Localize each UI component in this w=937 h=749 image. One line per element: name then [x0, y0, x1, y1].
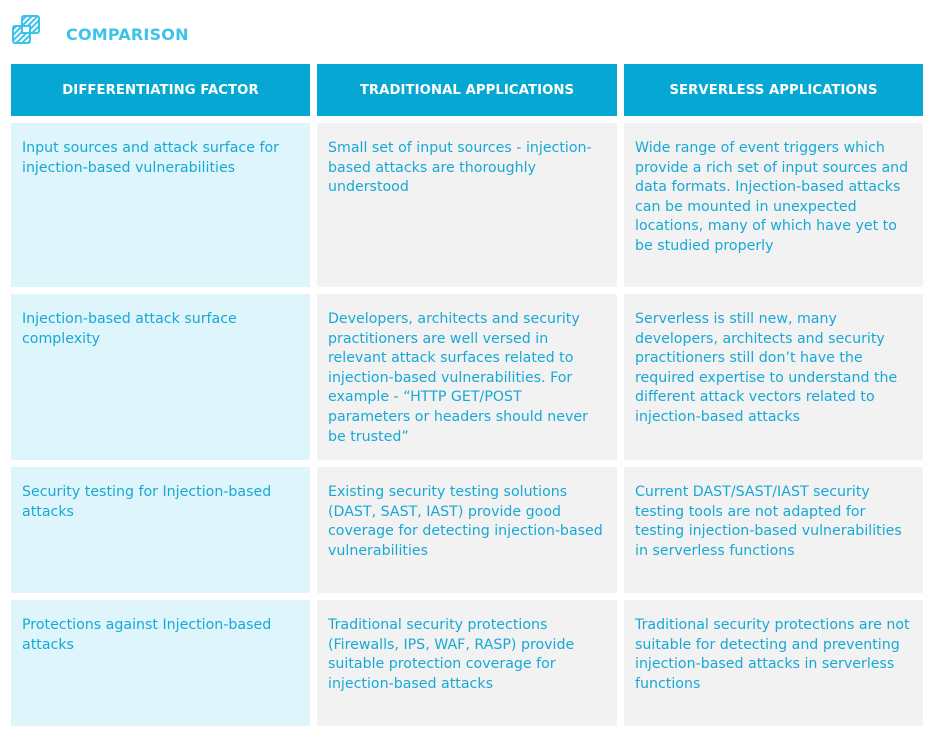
traditional-cell: Developers, architects and security prac…: [317, 294, 617, 460]
factor-cell: Security testing for Injection-based att…: [11, 467, 310, 593]
table-row: Protections against Injection-based atta…: [11, 600, 923, 726]
table-row: Injection-based attack surface complexit…: [11, 294, 923, 460]
column-header-factor: DIFFERENTIATING FACTOR: [11, 64, 310, 116]
serverless-cell: Traditional security protections are not…: [624, 600, 923, 726]
traditional-cell: Small set of input sources - injection-b…: [317, 123, 617, 287]
serverless-cell: Wide range of event triggers which provi…: [624, 123, 923, 287]
overlapping-squares-icon: [12, 15, 40, 44]
traditional-cell: Existing security testing solutions (DAS…: [317, 467, 617, 593]
column-header-traditional: TRADITIONAL APPLICATIONS: [317, 64, 617, 116]
factor-cell: Input sources and attack surface for inj…: [11, 123, 310, 287]
traditional-cell: Traditional security protections (Firewa…: [317, 600, 617, 726]
page-title: COMPARISON: [66, 25, 189, 44]
column-header-serverless: SERVERLESS APPLICATIONS: [624, 64, 923, 116]
table-header-row: DIFFERENTIATING FACTOR TRADITIONAL APPLI…: [11, 64, 923, 116]
comparison-table: DIFFERENTIATING FACTOR TRADITIONAL APPLI…: [11, 64, 923, 733]
factor-cell: Protections against Injection-based atta…: [11, 600, 310, 726]
factor-cell: Injection-based attack surface complexit…: [11, 294, 310, 460]
serverless-cell: Serverless is still new, many developers…: [624, 294, 923, 460]
table-row: Input sources and attack surface for inj…: [11, 123, 923, 287]
section-header: COMPARISON: [10, 10, 189, 46]
table-row: Security testing for Injection-based att…: [11, 467, 923, 593]
serverless-cell: Current DAST/SAST/IAST security testing …: [624, 467, 923, 593]
